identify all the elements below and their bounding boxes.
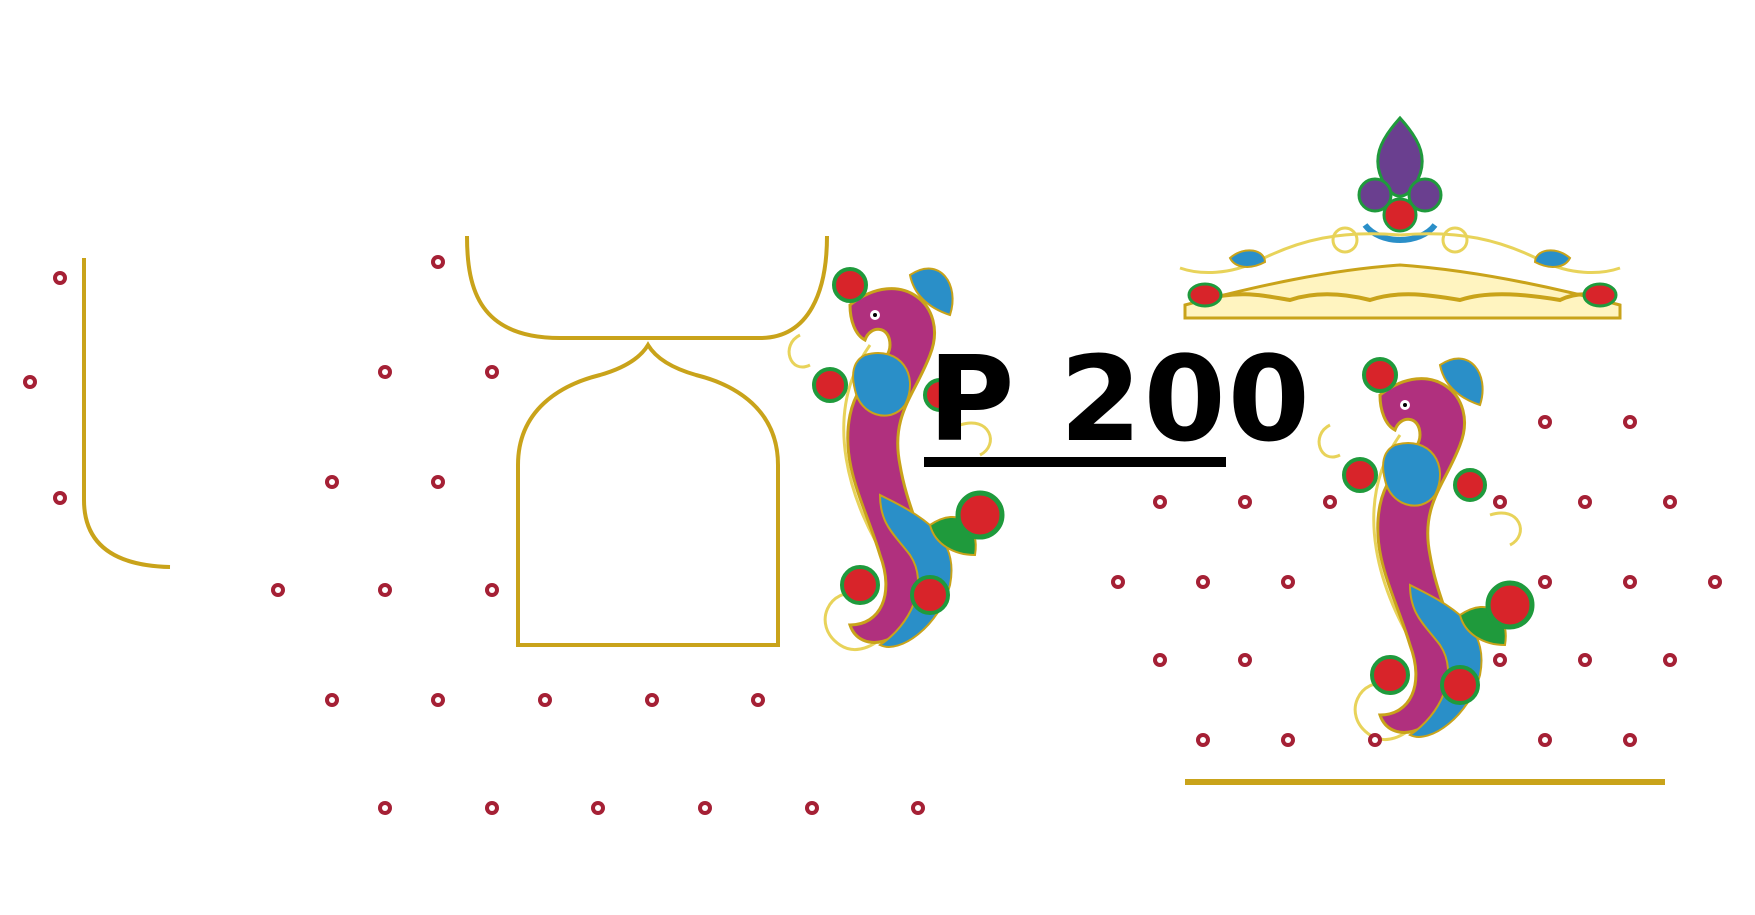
bead-dot-icon <box>1708 575 1722 589</box>
bead-dot-icon <box>325 693 339 707</box>
bead-dot-icon <box>1153 653 1167 667</box>
sleeve-panel <box>23 258 171 569</box>
bead-dot-icon <box>1238 653 1252 667</box>
bead-dot-icon <box>1538 733 1552 747</box>
bead-dot-icon <box>1196 575 1210 589</box>
bead-dot-icon <box>1623 575 1637 589</box>
bead-dot-icon <box>378 801 392 815</box>
crown-motif-icon <box>1179 115 1622 320</box>
bead-dot-icon <box>1663 653 1677 667</box>
bead-dot-icon <box>485 365 499 379</box>
design-code-underline <box>924 457 1226 467</box>
bead-dot-icon <box>378 365 392 379</box>
front-panel <box>1111 415 1722 785</box>
bead-dot-icon <box>378 583 392 597</box>
design-code-label: P 200 <box>928 330 1312 468</box>
bead-dot-icon <box>1578 653 1592 667</box>
bead-dot-icon <box>1323 495 1337 509</box>
bead-dot-icon <box>1111 575 1125 589</box>
bead-dot-icon <box>431 475 445 489</box>
bead-dot-icon <box>1238 495 1252 509</box>
bead-dot-icon <box>911 801 925 815</box>
bead-dot-icon <box>485 583 499 597</box>
bead-dot-icon <box>325 475 339 489</box>
bead-dot-icon <box>1153 495 1167 509</box>
bead-dot-icon <box>1368 733 1382 747</box>
bead-dot-icon <box>538 693 552 707</box>
bead-dot-icon <box>1196 733 1210 747</box>
bead-dot-icon <box>53 491 67 505</box>
bead-dot-icon <box>698 801 712 815</box>
bead-dot-icon <box>591 801 605 815</box>
bead-dot-icon <box>431 255 445 269</box>
bead-dot-icon <box>485 801 499 815</box>
bead-dot-icon <box>1578 495 1592 509</box>
bead-dot-icon <box>431 693 445 707</box>
bead-dot-icon <box>1623 415 1637 429</box>
bead-dot-icon <box>645 693 659 707</box>
bead-dot-icon <box>805 801 819 815</box>
bead-dot-icon <box>1493 653 1507 667</box>
bead-dot-icon <box>271 583 285 597</box>
bead-dot-icon <box>23 375 37 389</box>
bead-dot-icon <box>53 271 67 285</box>
back-neck-panel <box>271 235 925 815</box>
bead-dot-icon <box>1538 575 1552 589</box>
peacock-icon <box>1319 359 1532 740</box>
bead-dot-icon <box>751 693 765 707</box>
bead-dot-icon <box>1623 733 1637 747</box>
bead-dot-icon <box>1538 415 1552 429</box>
bead-dot-icon <box>1493 495 1507 509</box>
bead-dot-icon <box>1663 495 1677 509</box>
base-border-line <box>1185 779 1665 785</box>
bead-dot-icon <box>1281 575 1295 589</box>
bead-dot-icon <box>1281 733 1295 747</box>
